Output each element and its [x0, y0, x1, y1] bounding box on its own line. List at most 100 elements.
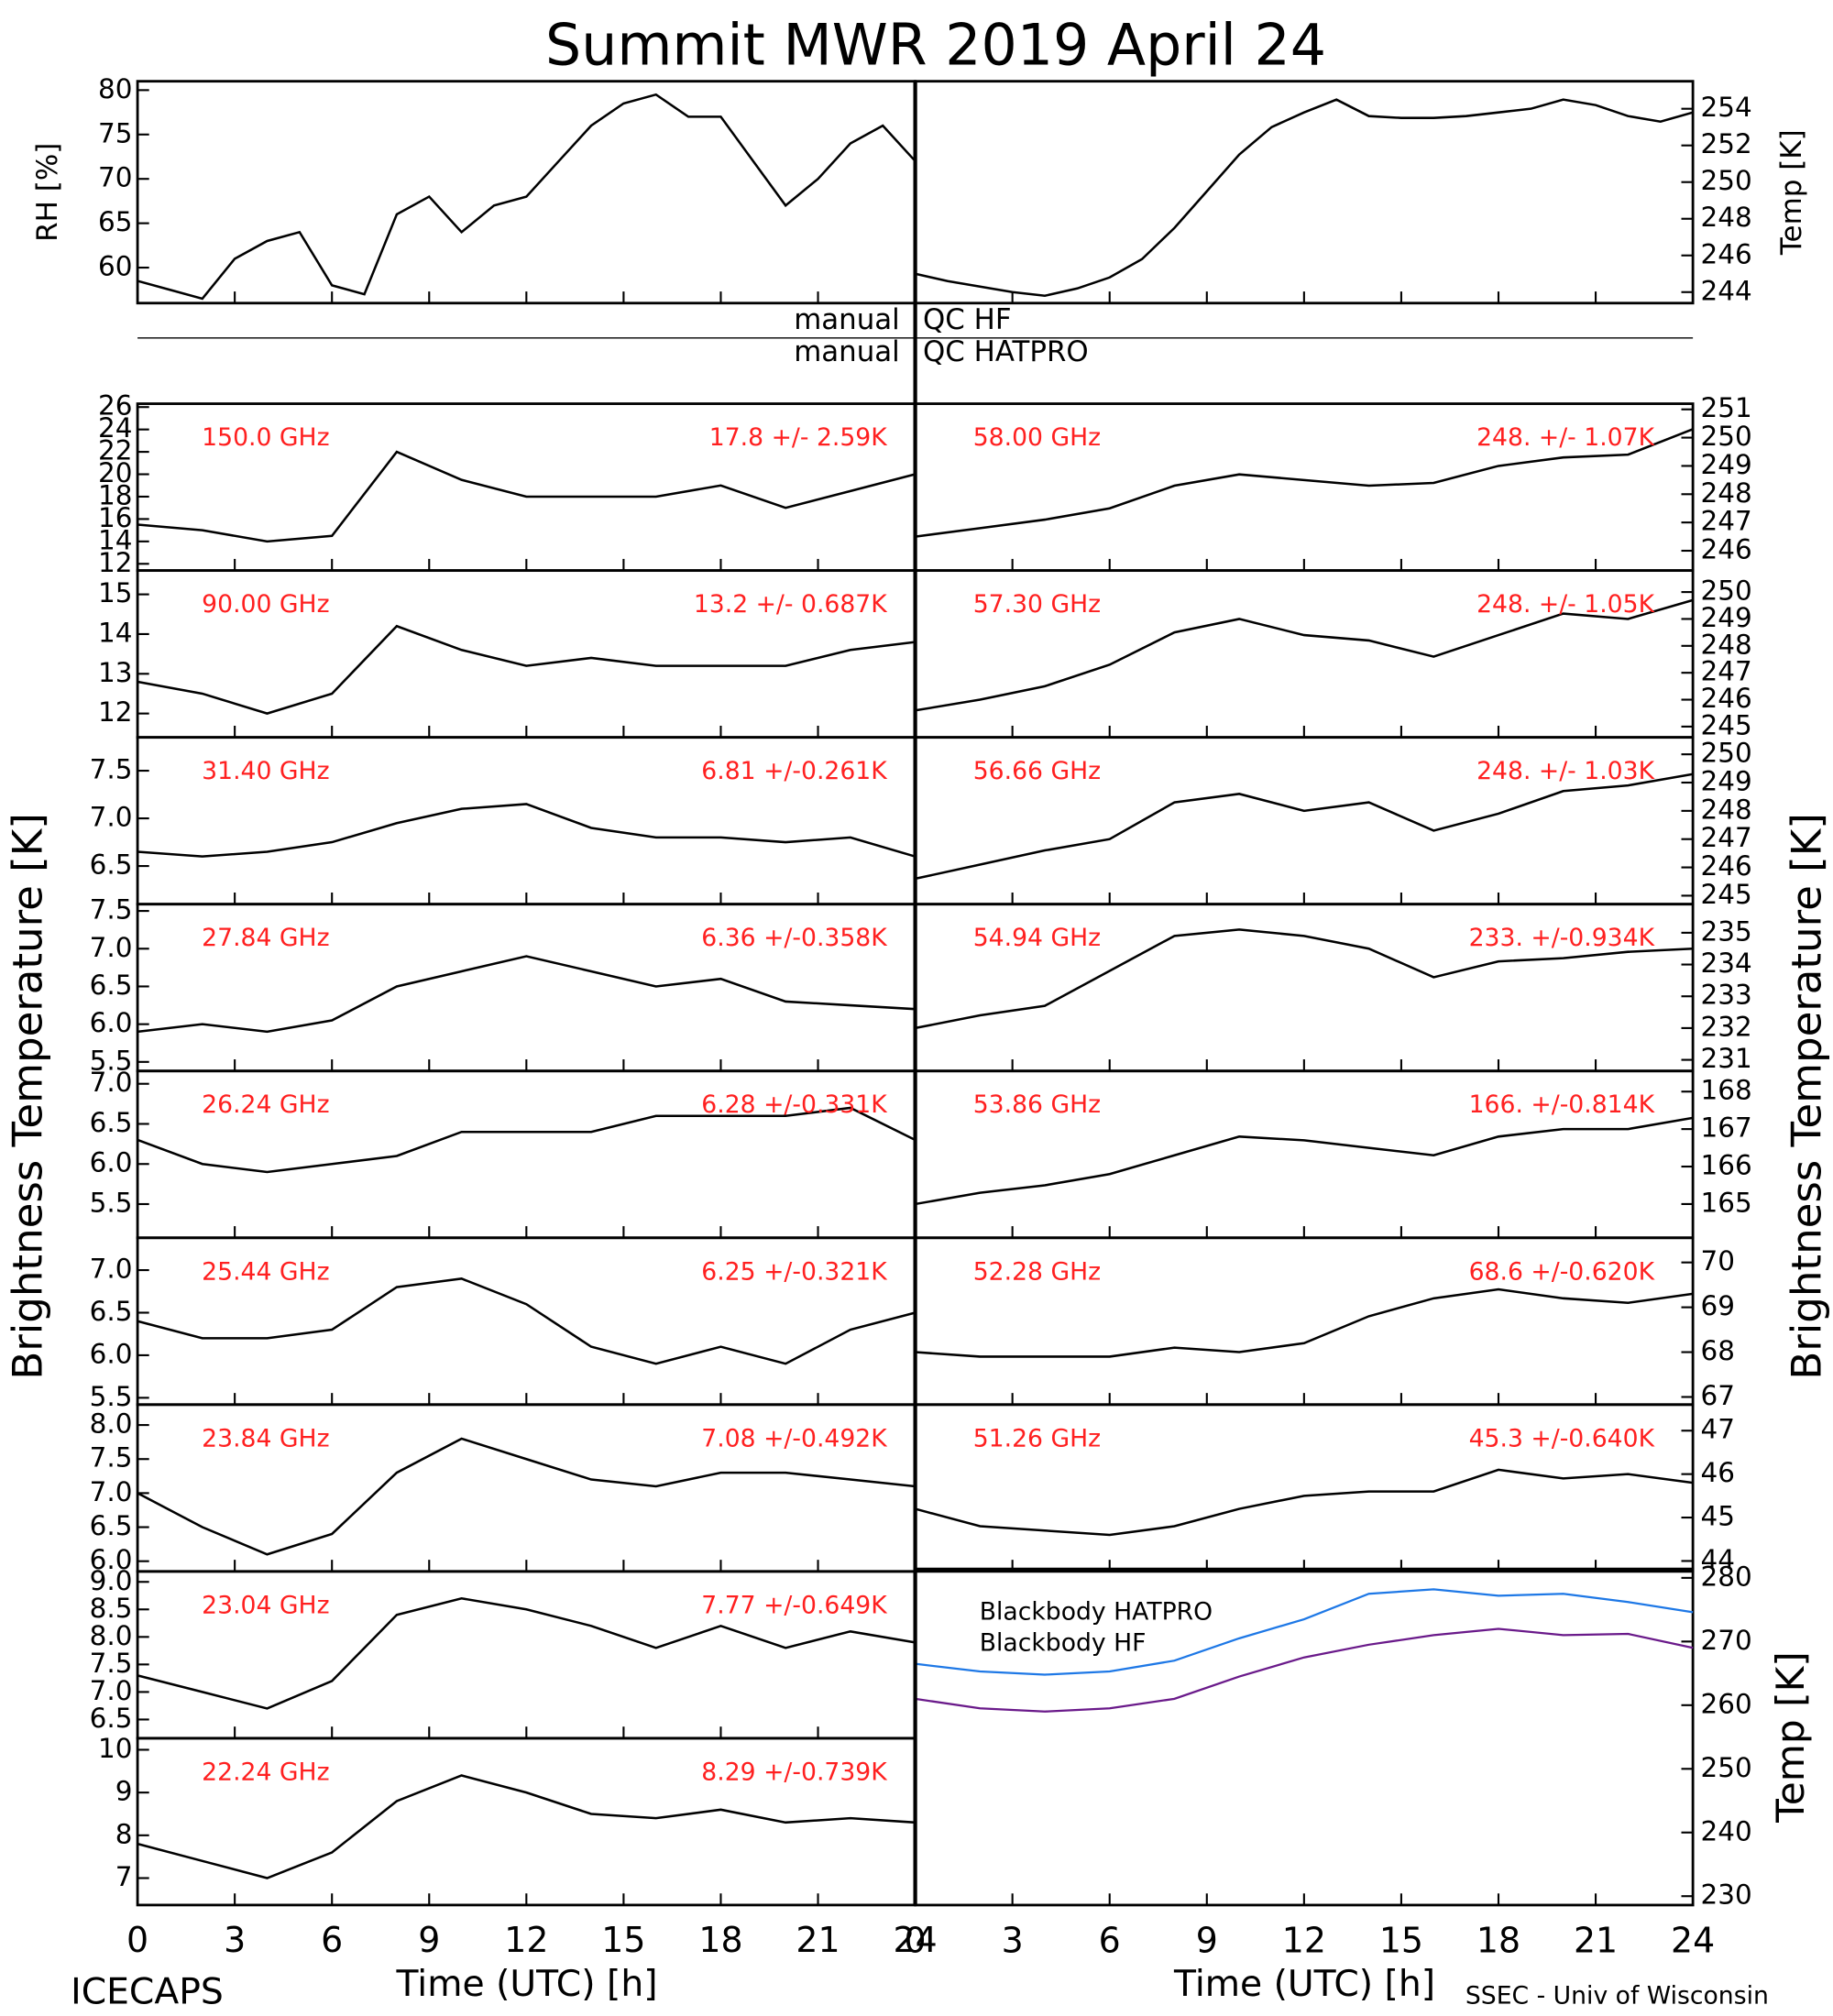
channel-stats: 13.2 +/- 0.687K [694, 590, 888, 619]
x-tick-label: 9 [418, 1920, 440, 1960]
y-tick-label: 166 [1701, 1149, 1752, 1180]
y-tick-label: 280 [1701, 1561, 1752, 1592]
y-tick-label: 248 [1701, 477, 1752, 509]
channel-label: 26.24 GHz [202, 1090, 329, 1119]
y-tick-label: 18 [98, 479, 132, 510]
y-tick-label: 8.0 [90, 1620, 133, 1651]
y-tick-label: 250 [1701, 575, 1752, 607]
channel-label: 90.00 GHz [202, 590, 329, 619]
y-tick-label: 44 [1701, 1544, 1735, 1575]
y-tick-label: 6.5 [90, 1703, 133, 1734]
y-tick-label: 14 [98, 617, 132, 648]
qc-value: QC HATPRO [923, 335, 1089, 368]
y-tick-label: 13 [98, 657, 132, 688]
data-line [137, 803, 916, 858]
data-line [915, 1588, 1694, 1676]
y-axis-title: Temp [K] [1768, 1651, 1813, 1824]
channel-label: 31.40 GHz [202, 757, 329, 785]
x-tick-label: 24 [894, 1920, 938, 1960]
y-tick-label: 80 [98, 73, 132, 104]
y-tick-label: 245 [1701, 709, 1752, 740]
y-tick-label: 60 [98, 251, 132, 282]
channel-label: 56.66 GHz [973, 757, 1101, 785]
data-line [137, 1106, 916, 1174]
channel-label: 23.84 GHz [202, 1424, 329, 1452]
figure-title: Summit MWR 2019 April 24 [545, 12, 1326, 78]
x-tick-label: 9 [1196, 1920, 1218, 1960]
x-tick-label: 15 [1379, 1920, 1423, 1960]
y-tick-label: 6.0 [90, 1338, 133, 1369]
data-line [137, 1596, 916, 1710]
y-axis-title: RH [%] [31, 143, 64, 242]
y-tick-label: 270 [1701, 1625, 1752, 1656]
series-label: Blackbody HF [980, 1628, 1147, 1657]
x-tick-label: 12 [1282, 1920, 1326, 1960]
data-line [915, 928, 1694, 1030]
y-tick-label: 46 [1701, 1457, 1735, 1488]
x-axis-title: Time (UTC) [h] [396, 1963, 658, 2005]
x-tick-label: 12 [504, 1920, 548, 1960]
x-tick-label: 18 [1476, 1920, 1520, 1960]
y-tick-label: 232 [1701, 1011, 1752, 1042]
y-tick-label: 165 [1701, 1187, 1752, 1218]
x-tick-label: 21 [1574, 1920, 1618, 1960]
y-tick-label: 6.5 [90, 849, 133, 881]
channel-label: 57.30 GHz [973, 590, 1101, 619]
footer-right: SSEC - Univ of Wisconsin [1465, 1981, 1769, 2010]
x-tick-label: 3 [224, 1920, 246, 1960]
qc-label: manual [794, 303, 900, 336]
y-tick-label: 7.0 [90, 802, 133, 833]
y-tick-label: 10 [98, 1733, 132, 1764]
data-line [137, 1277, 916, 1365]
x-tick-label: 24 [1671, 1920, 1715, 1960]
channel-label: 58.00 GHz [973, 423, 1101, 452]
channel-stats: 166. +/-0.814K [1469, 1090, 1656, 1119]
data-line [137, 624, 916, 715]
x-tick-label: 3 [1002, 1920, 1024, 1960]
y-tick-label: 7.5 [90, 1442, 133, 1474]
qc-value: QC HF [923, 303, 1012, 336]
series-label: Blackbody HATPRO [980, 1597, 1213, 1626]
y-tick-label: 6.0 [90, 1147, 133, 1178]
y-tick-label: 5.5 [90, 1381, 133, 1412]
y-tick-label: 6.0 [90, 1007, 133, 1038]
y-tick-label: 45 [1701, 1501, 1735, 1532]
y-tick-label: 70 [98, 162, 132, 193]
y-tick-label: 247 [1701, 656, 1752, 687]
y-tick-label: 250 [1701, 1752, 1752, 1783]
data-line [915, 428, 1694, 538]
y-tick-label: 235 [1701, 915, 1752, 947]
data-line [915, 98, 1694, 298]
y-axis-title: Brightness Temperature [K] [4, 813, 52, 1379]
y-tick-label: 12 [98, 696, 132, 728]
y-tick-label: 6.5 [90, 1107, 133, 1138]
channel-label: 51.26 GHz [973, 1424, 1101, 1452]
y-tick-label: 7.5 [90, 754, 133, 785]
y-tick-label: 6.5 [90, 1510, 133, 1541]
channel-stats: 7.77 +/-0.649K [701, 1591, 888, 1619]
channel-stats: 248. +/- 1.07K [1476, 423, 1655, 452]
y-tick-label: 65 [98, 206, 132, 237]
y-tick-label: 14 [98, 524, 132, 555]
y-tick-label: 15 [98, 577, 132, 608]
data-line [137, 450, 916, 543]
x-tick-label: 0 [126, 1920, 148, 1960]
y-tick-label: 20 [98, 457, 132, 488]
x-tick-label: 15 [601, 1920, 645, 1960]
channel-label: 22.24 GHz [202, 1758, 329, 1786]
channel-stats: 233. +/-0.934K [1469, 924, 1656, 952]
data-line [137, 93, 916, 301]
y-tick-label: 6.0 [90, 1544, 133, 1575]
y-tick-label: 248 [1701, 629, 1752, 660]
y-tick-label: 8.0 [90, 1408, 133, 1440]
y-tick-label: 5.5 [90, 1045, 133, 1076]
y-tick-label: 7.0 [90, 1675, 133, 1706]
y-tick-label: 250 [1701, 421, 1752, 452]
channel-stats: 6.36 +/-0.358K [701, 924, 888, 952]
data-line [137, 1774, 916, 1879]
x-tick-label: 0 [905, 1920, 927, 1960]
y-tick-label: 250 [1701, 738, 1752, 769]
y-tick-label: 67 [1701, 1380, 1735, 1411]
channel-stats: 7.08 +/-0.492K [701, 1424, 888, 1452]
x-tick-label: 21 [796, 1920, 840, 1960]
